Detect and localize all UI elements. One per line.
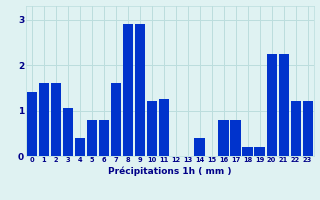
Bar bbox=[158, 99, 169, 156]
Bar bbox=[62, 108, 73, 156]
Bar bbox=[123, 24, 133, 156]
Bar bbox=[230, 120, 241, 156]
Bar bbox=[243, 147, 253, 156]
Bar bbox=[219, 120, 229, 156]
Bar bbox=[27, 92, 37, 156]
Bar bbox=[86, 120, 97, 156]
Bar bbox=[38, 83, 49, 156]
Bar bbox=[278, 54, 289, 156]
Bar bbox=[291, 101, 301, 156]
Bar bbox=[302, 101, 313, 156]
X-axis label: Précipitations 1h ( mm ): Précipitations 1h ( mm ) bbox=[108, 166, 231, 176]
Bar bbox=[110, 83, 121, 156]
Bar bbox=[75, 138, 85, 156]
Bar bbox=[267, 54, 277, 156]
Bar bbox=[254, 147, 265, 156]
Bar bbox=[134, 24, 145, 156]
Bar bbox=[147, 101, 157, 156]
Bar bbox=[99, 120, 109, 156]
Bar bbox=[195, 138, 205, 156]
Bar bbox=[51, 83, 61, 156]
